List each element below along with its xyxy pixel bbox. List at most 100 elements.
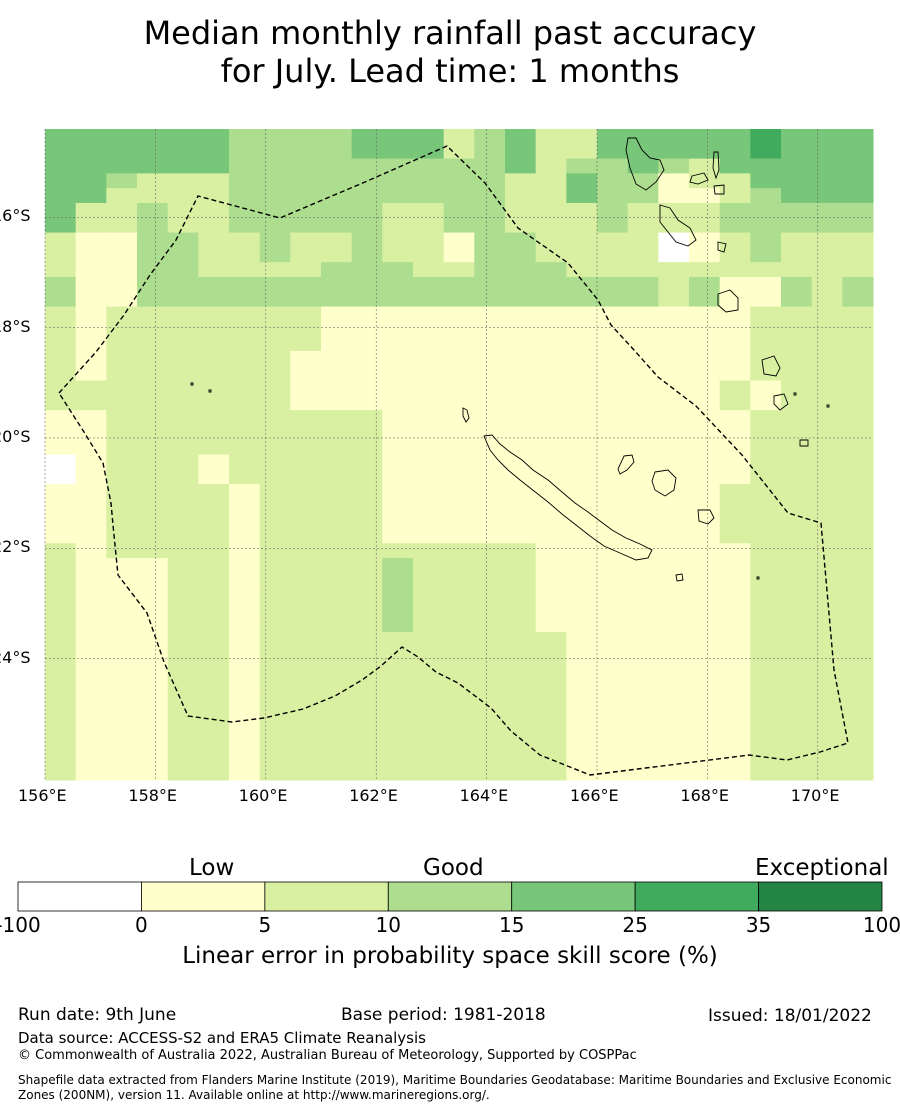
skill-cell [321, 410, 353, 426]
skill-cell [719, 173, 751, 189]
skill-cell [842, 232, 874, 248]
skill-cell [505, 735, 537, 751]
skill-cell [321, 395, 353, 411]
skill-cell [351, 735, 383, 751]
skill-cell [689, 513, 721, 529]
skill-cell [474, 765, 506, 781]
skill-cell [106, 558, 138, 574]
skill-cell [259, 291, 291, 308]
skill-cell [259, 572, 291, 589]
skill-cell [658, 247, 690, 263]
skill-cell [566, 454, 598, 470]
skill-cell [259, 306, 291, 322]
skill-cell [719, 350, 751, 367]
skill-cell [443, 143, 475, 160]
skill-cell [198, 587, 230, 603]
skill-cell [719, 676, 751, 692]
skill-cell [382, 765, 414, 781]
skill-cell [137, 765, 169, 781]
ambrym-island [713, 184, 725, 195]
copyright: © Commonwealth of Australia 2022, Austra… [18, 1048, 637, 1063]
skill-cell [811, 454, 843, 470]
skill-cell [259, 543, 291, 559]
skill-cell [750, 129, 782, 145]
skill-cell [535, 188, 567, 204]
skill-cell [259, 439, 291, 455]
skill-cell [45, 691, 77, 707]
skill-cell [259, 602, 291, 618]
skill-cell [597, 410, 629, 426]
skill-cell [75, 158, 107, 174]
skill-cell [443, 306, 475, 322]
skill-cell [597, 587, 629, 603]
skill-cell [167, 572, 199, 589]
skill-cell [505, 602, 537, 618]
skill-cell [535, 632, 567, 648]
skill-cell [811, 602, 843, 618]
skill-cell [627, 365, 659, 382]
skill-cell [535, 617, 567, 633]
skill-cell [351, 217, 383, 234]
skill-cell [443, 484, 475, 500]
skill-cell [566, 706, 598, 722]
skill-cell [198, 691, 230, 707]
skill-cell [781, 247, 813, 263]
skill-cell [351, 454, 383, 470]
skill-cell [259, 410, 291, 426]
skill-cell [351, 528, 383, 544]
skill-cell [198, 706, 230, 722]
skill-cell [781, 291, 813, 308]
skill-cell [290, 765, 322, 781]
skill-cell [413, 661, 445, 677]
skill-cell [137, 498, 169, 515]
skill-cell [842, 528, 874, 544]
skill-cell [198, 572, 230, 589]
skill-cell [689, 350, 721, 367]
skill-cell [627, 173, 659, 189]
skill-cell [750, 336, 782, 352]
skill-cell [474, 232, 506, 248]
skill-cell [137, 602, 169, 618]
skill-cell [75, 350, 107, 367]
skill-cell [842, 735, 874, 751]
skill-cell [382, 484, 414, 500]
skill-cell [689, 276, 721, 293]
skill-cell [689, 306, 721, 322]
mare-island [697, 509, 715, 525]
skill-cell [198, 306, 230, 322]
skill-cell [719, 632, 751, 648]
skill-cell [627, 587, 659, 603]
skill-cell [137, 173, 169, 189]
skill-cell [811, 469, 843, 485]
skill-cell [198, 484, 230, 500]
skill-cell [719, 558, 751, 574]
skill-cell [719, 454, 751, 470]
skill-cell [627, 306, 659, 322]
skill-cell [75, 380, 107, 396]
skill-cell [689, 143, 721, 160]
skill-cell [597, 646, 629, 663]
skill-cell [842, 395, 874, 411]
skill-cell [689, 262, 721, 278]
skill-cell [658, 498, 690, 515]
skill-cell [259, 173, 291, 189]
skill-cell [719, 291, 751, 308]
skill-cell [781, 173, 813, 189]
skill-cell [75, 143, 107, 160]
skill-cell [229, 454, 261, 470]
skill-cell [167, 513, 199, 529]
skill-cell [811, 543, 843, 559]
skill-cell [689, 439, 721, 455]
skill-cell [290, 306, 322, 322]
skill-cell [781, 558, 813, 574]
skill-cell [229, 129, 261, 145]
skill-cell [229, 498, 261, 515]
skill-cell [627, 676, 659, 692]
skill-cell [382, 350, 414, 367]
skill-cell [351, 720, 383, 737]
skill-cell [505, 410, 537, 426]
skill-cell [106, 276, 138, 293]
skill-cell [259, 528, 291, 544]
skill-cell [658, 188, 690, 204]
skill-cell [259, 498, 291, 515]
